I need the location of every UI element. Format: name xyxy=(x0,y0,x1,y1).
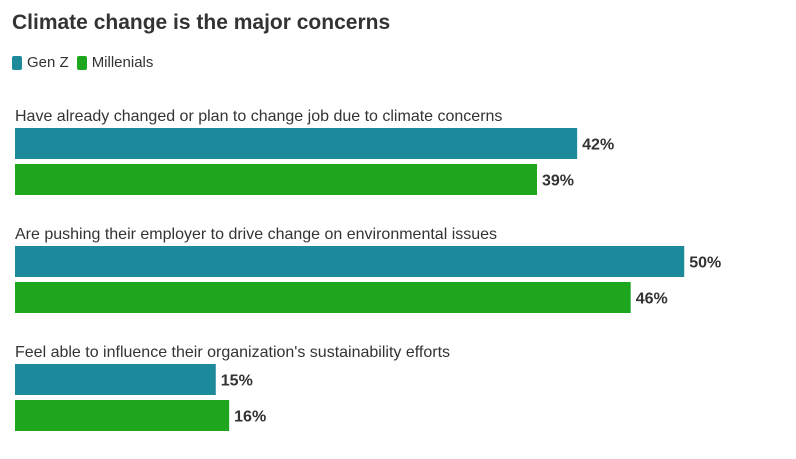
data-label: 15% xyxy=(221,373,253,390)
legend-swatch-gen-z xyxy=(12,55,22,70)
legend-label-millenials: Millenials xyxy=(91,54,154,71)
chart-title: Climate change is the major concerns xyxy=(12,11,391,34)
legend-swatch-millenials xyxy=(76,55,87,70)
legend-item-millenials[interactable]: Millenials xyxy=(76,54,154,71)
bar-gen-z[interactable] xyxy=(15,128,578,159)
legend-item-gen-z[interactable]: Gen Z xyxy=(12,54,69,71)
category-label: Have already changed or plan to change j… xyxy=(15,108,502,125)
data-label: 50% xyxy=(689,255,721,272)
category-label: Feel able to influence their organizatio… xyxy=(15,344,450,361)
bar-millenials[interactable] xyxy=(15,282,631,313)
bar-millenials[interactable] xyxy=(15,400,230,431)
bar-millenials[interactable] xyxy=(15,164,537,195)
bar-gen-z[interactable] xyxy=(15,364,216,395)
category-label: Are pushing their employer to drive chan… xyxy=(15,226,497,243)
legend: Gen Z Millenials xyxy=(12,54,161,71)
legend-label-gen-z: Gen Z xyxy=(27,54,69,71)
data-label: 46% xyxy=(636,291,668,308)
bar-gen-z[interactable] xyxy=(15,246,685,277)
data-label: 16% xyxy=(234,409,266,426)
data-label: 42% xyxy=(582,137,614,154)
data-label: 39% xyxy=(542,173,574,190)
